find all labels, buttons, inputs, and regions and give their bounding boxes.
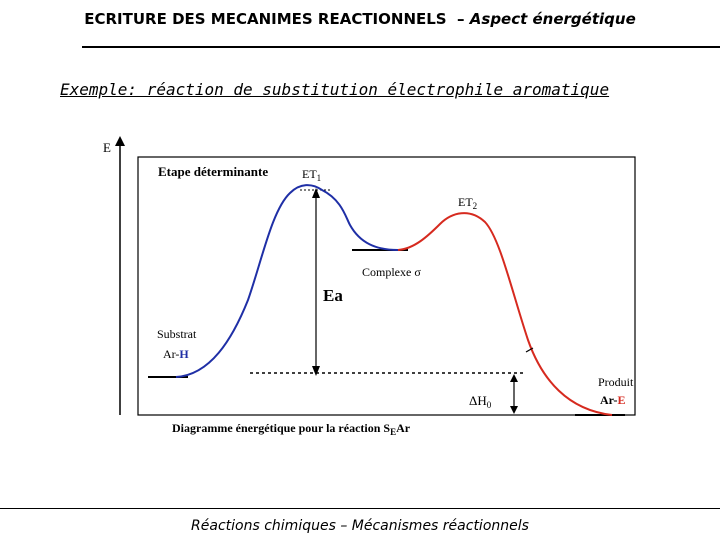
slide-title: ECRITURE DES MECANIMES REACTIONNELS – As… — [0, 10, 720, 28]
axis-label-e: E — [103, 140, 111, 155]
label-complexe-sigma: Complexe σ — [362, 265, 421, 279]
footer-rule — [0, 508, 720, 509]
y-axis-arrow — [115, 136, 125, 146]
title-rule — [82, 46, 720, 48]
label-delta-h: ΔH0 — [469, 393, 492, 410]
label-ea: Ea — [323, 286, 343, 305]
footer-text: Réactions chimiques – Mécanismes réactio… — [191, 518, 529, 534]
diagram-frame — [137, 156, 636, 416]
label-et2: ET2 — [458, 195, 477, 211]
dh-arrow-head-bottom — [510, 406, 518, 414]
title-subtitle: Aspect énergétique — [469, 10, 636, 28]
energy-curve-step2 — [397, 212, 613, 416]
title-separator: – — [446, 10, 470, 28]
label-substrat: Substrat — [157, 327, 197, 341]
label-ar-h: Ar-H — [163, 347, 189, 361]
label-etape-determinante: Etape déterminante — [158, 164, 268, 179]
curve-tick — [525, 347, 534, 353]
ea-arrow-head-top — [312, 188, 320, 198]
example-heading: Exemple: réaction de substitution électr… — [60, 80, 610, 99]
energy-curve-step1 — [175, 184, 399, 378]
label-ar-e: Ar-E — [600, 393, 626, 407]
diagram-caption: Diagramme énergétique pour la réaction S… — [172, 421, 411, 437]
title-main: ECRITURE DES MECANIMES REACTIONNELS — [84, 10, 447, 28]
label-produit: Produit — [598, 375, 634, 389]
ea-arrow-head-bottom — [312, 366, 320, 376]
dh-arrow-head-top — [510, 374, 518, 382]
label-et1: ET1 — [302, 167, 321, 183]
